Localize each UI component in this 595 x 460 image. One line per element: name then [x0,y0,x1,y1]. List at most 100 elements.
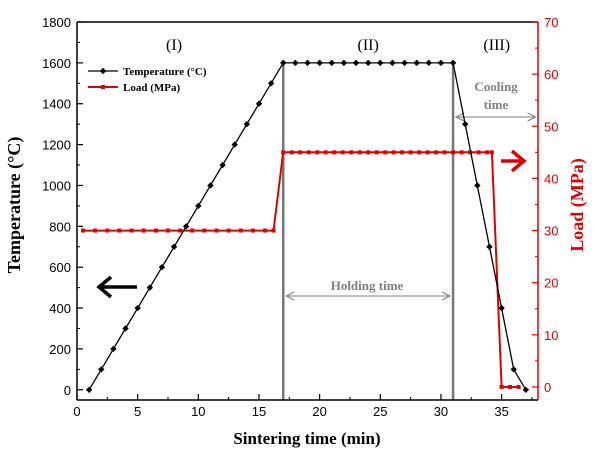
load-marker [263,228,268,233]
x-tick-label: 15 [252,404,266,419]
legend-temperature-marker [99,67,107,75]
y-right-tick-label: 60 [544,67,558,82]
y-left-tick-label: 1400 [42,97,71,112]
chart-decorations [88,62,537,400]
load-marker [417,150,422,155]
load-marker [250,228,255,233]
temperature-marker [243,120,251,128]
load-marker [315,150,320,155]
cooling-time-label-line2: time [484,97,509,112]
load-marker [508,384,513,389]
y-left-tick-label: 1200 [42,138,71,153]
load-series-line [83,151,519,388]
load-marker [391,150,396,155]
x-tick-label: 30 [434,404,448,419]
temperature-marker [231,141,238,148]
load-marker [289,150,294,155]
chart-series [81,59,530,393]
temperature-marker [389,59,396,67]
temperature-series-line [88,62,527,391]
load-marker [153,228,158,233]
load-marker [214,228,219,233]
load-marker [374,150,379,155]
y-left-tick-label: 200 [49,342,71,357]
load-marker [81,228,86,233]
load-marker [178,228,183,233]
load-marker [400,150,405,155]
temperature-marker [510,366,517,373]
cooling-time-label-line1: Cooling [474,79,518,94]
load-marker [93,228,98,233]
y-left-tick-label: 1000 [42,178,71,193]
y-right-tick-label: 50 [544,119,558,134]
y-right-tick-label: 0 [544,380,551,395]
x-tick-label: 10 [191,404,205,419]
load-marker [306,150,311,155]
holding-time-label: Holding time [331,278,404,293]
load-marker [476,150,481,155]
temperature-marker [449,59,457,67]
temperature-marker [352,59,360,67]
legend-load-marker [101,85,105,89]
temperature-marker [462,120,469,128]
load-marker [383,150,388,155]
x-tick-label: 0 [73,404,80,419]
load-marker [366,150,371,155]
y-right-tick-label: 20 [544,276,558,291]
load-marker [451,150,456,155]
y-left-tick-label: 400 [49,301,71,316]
temperature-marker [316,59,323,67]
temperature-marker [340,59,348,67]
x-axis-title: Sintering time (min) [233,429,380,448]
load-marker [117,228,122,233]
temperature-marker [486,243,493,250]
y-right-tick-label: 10 [544,328,558,343]
temperature-marker [195,202,202,210]
load-marker [489,150,494,155]
cooling-time-arrow-head-left [454,112,465,122]
left-arrow-head [96,275,113,299]
load-marker [323,150,328,155]
load-marker [485,150,490,155]
load-marker [238,228,243,233]
temperature-marker [280,59,287,67]
y-left-tick-label: 1600 [42,56,71,71]
holding-time-arrow-head-left [285,291,295,301]
temperature-marker [377,59,384,67]
temperature-marker [522,386,530,393]
region-label-2: (II) [358,37,379,54]
temperature-marker [182,223,190,230]
legend-temperature-label: Temperature (°C) [123,66,207,78]
temperature-marker [134,304,141,312]
load-marker [499,384,504,389]
load-marker [340,150,345,155]
load-marker [226,228,231,233]
y-right-tick-label: 40 [544,171,558,186]
temperature-marker [85,386,93,393]
x-tick-label: 35 [494,404,508,419]
load-marker [281,150,286,155]
region-label-3: (III) [483,37,510,54]
chart-axes [76,21,539,401]
x-tick-label: 5 [134,404,141,419]
right-arrow-head [510,149,527,173]
cooling-time-arrow-head-right [527,112,537,122]
temperature-marker [413,59,420,67]
temperature-marker [498,304,505,312]
y-right-tick-label: 30 [544,224,558,239]
temperature-marker [122,325,129,332]
load-marker [442,150,447,155]
y-left-tick-label: 0 [64,383,71,398]
y-left-tick-label: 1800 [42,15,71,30]
temperature-marker [425,59,433,67]
temperature-marker [364,59,372,67]
temperature-marker [437,59,445,67]
temperature-marker [401,59,408,67]
temperature-marker [255,100,263,107]
load-marker [408,150,413,155]
temperature-marker [267,80,275,87]
x-tick-label: 25 [373,404,387,419]
chart-text: Sintering time (min) Temperature (°C) Lo… [4,15,588,448]
y-left-tick-label: 600 [49,260,71,275]
